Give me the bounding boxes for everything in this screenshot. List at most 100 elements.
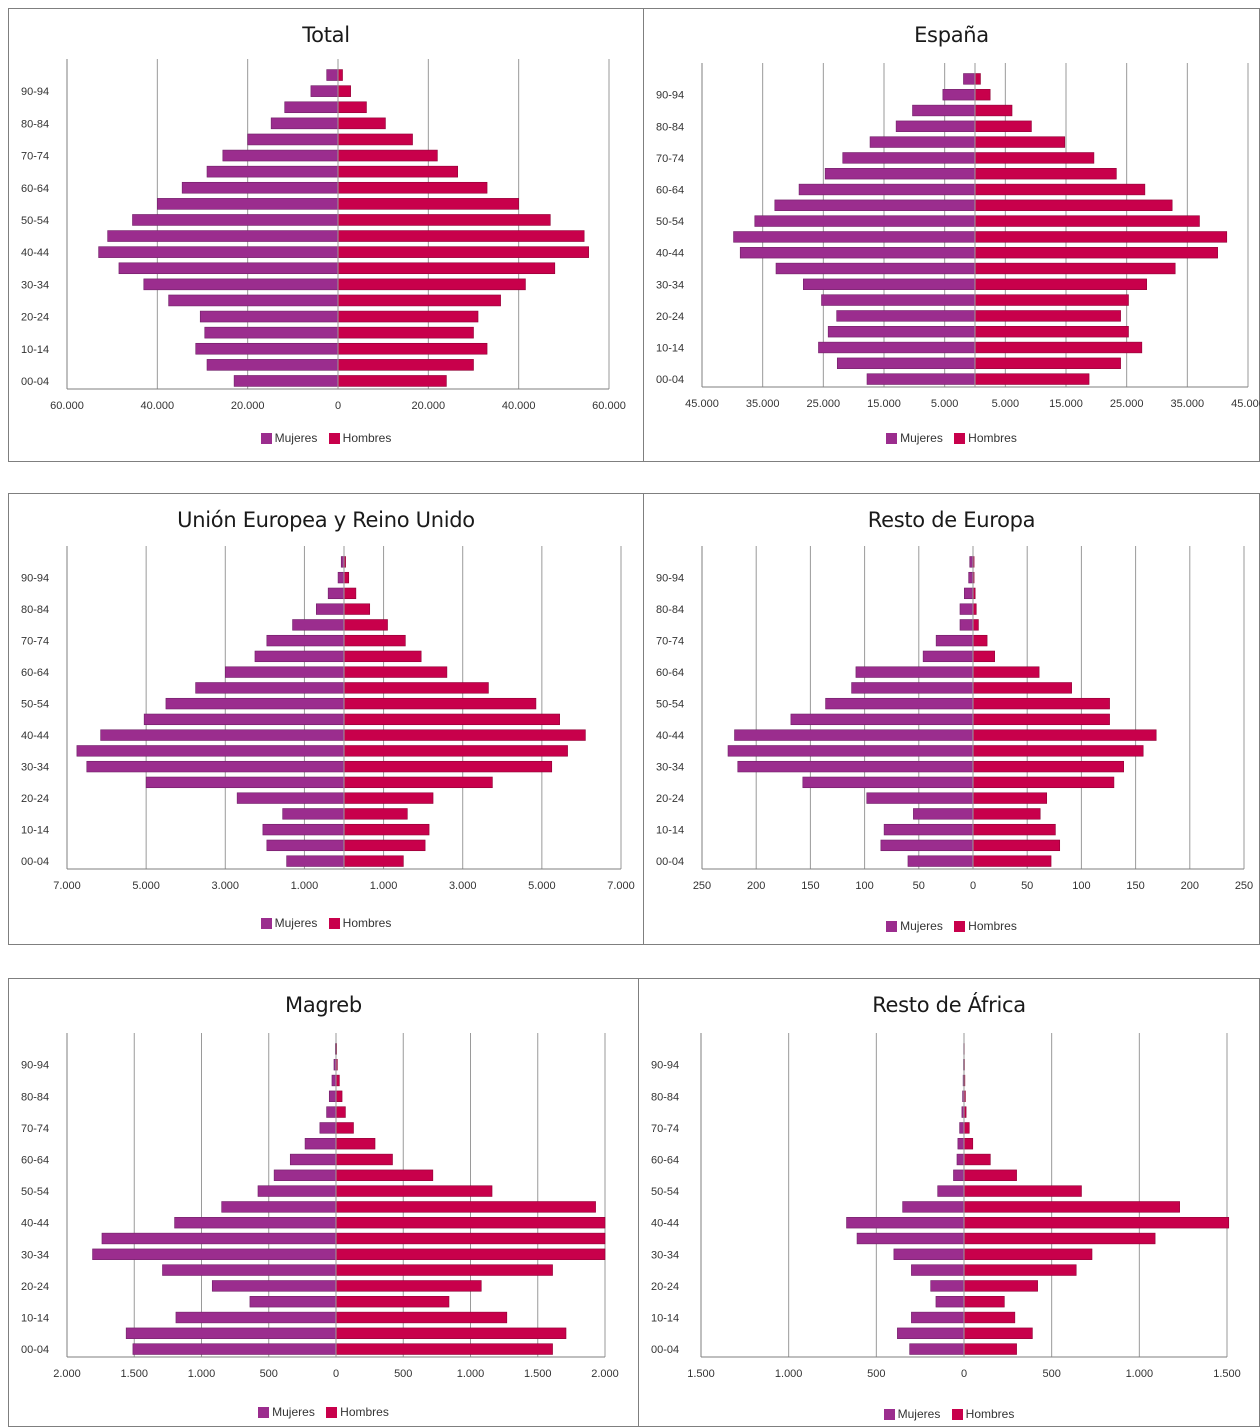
bar-mujeres (943, 89, 975, 100)
legend-item-hombres: Hombres (329, 431, 392, 445)
bar-hombres (973, 840, 1060, 851)
y-tick-label: 20-24 (21, 793, 49, 805)
y-tick-label: 80-84 (21, 118, 49, 130)
bar-hombres (973, 683, 1072, 694)
legend-label-hombres: Hombres (968, 431, 1017, 445)
bar-hombres (336, 1123, 353, 1134)
legend-label-hombres: Hombres (968, 919, 1017, 933)
y-tick-label: 10-14 (21, 344, 49, 356)
legend-item-hombres: Hombres (954, 431, 1017, 445)
bar-hombres (336, 1138, 375, 1149)
swatch-mujeres (886, 433, 897, 444)
bar-hombres (973, 730, 1156, 741)
bar-mujeres (923, 651, 973, 662)
bar-hombres (975, 326, 1128, 337)
bar-mujeres (826, 698, 973, 709)
swatch-hombres (954, 433, 965, 444)
bar-mujeres (822, 295, 975, 306)
x-tick-label: 20.000 (412, 400, 446, 412)
bar-mujeres (735, 730, 973, 741)
bar-hombres (336, 1107, 345, 1118)
bar-mujeres (960, 620, 973, 631)
x-tick-label: 35.000 (1171, 398, 1205, 410)
x-tick-label: 1.500 (1213, 1368, 1241, 1380)
bar-hombres (975, 153, 1094, 164)
bar-mujeres (271, 118, 338, 129)
x-tick-label: 3.000 (212, 880, 240, 892)
bar-mujeres (894, 1249, 964, 1260)
bar-mujeres (87, 761, 344, 772)
x-tick-label: 2.000 (53, 1368, 81, 1380)
bar-mujeres (963, 74, 975, 85)
swatch-mujeres (886, 921, 897, 932)
bar-hombres (964, 1170, 1017, 1181)
bar-mujeres (332, 1075, 336, 1086)
y-tick-label: 40-44 (651, 1218, 679, 1230)
bar-mujeres (133, 1344, 336, 1355)
bar-hombres (344, 809, 407, 820)
bar-hombres (336, 1233, 605, 1244)
legend: Mujeres Hombres (9, 431, 643, 447)
bar-mujeres (938, 1186, 964, 1197)
bar-mujeres (101, 730, 344, 741)
swatch-hombres (952, 1409, 963, 1420)
bar-hombres (344, 604, 370, 615)
y-tick-label: 60-64 (656, 185, 684, 197)
bar-hombres (336, 1312, 507, 1323)
legend-item-mujeres: Mujeres (884, 1407, 941, 1421)
swatch-mujeres (258, 1407, 269, 1418)
y-tick-label: 50-54 (656, 216, 684, 228)
bar-mujeres (102, 1233, 336, 1244)
bar-mujeres (263, 824, 344, 835)
x-tick-label: 150 (1126, 880, 1144, 892)
bar-hombres (964, 1202, 1180, 1213)
bar-hombres (973, 698, 1110, 709)
bar-mujeres (776, 263, 975, 274)
bar-mujeres (175, 1217, 336, 1228)
y-tick-label: 70-74 (656, 636, 684, 648)
y-tick-label: 30-34 (651, 1249, 679, 1261)
bar-mujeres (144, 714, 344, 725)
y-tick-label: 80-84 (21, 1091, 49, 1103)
bar-mujeres (285, 102, 338, 113)
bar-mujeres (293, 620, 344, 631)
bar-mujeres (287, 856, 344, 867)
bar-hombres (973, 761, 1124, 772)
legend: Mujeres Hombres (9, 916, 643, 932)
bar-mujeres (162, 1265, 336, 1276)
bar-hombres (964, 1328, 1032, 1339)
bar-hombres (975, 342, 1142, 353)
bar-hombres (975, 247, 1218, 258)
legend-item-mujeres: Mujeres (886, 431, 943, 445)
y-tick-label: 50-54 (656, 699, 684, 711)
swatch-hombres (329, 433, 340, 444)
legend-label-hombres: Hombres (343, 916, 392, 930)
x-tick-label: 500 (867, 1368, 885, 1380)
y-tick-label: 60-64 (656, 667, 684, 679)
bar-mujeres (960, 1123, 964, 1134)
bar-mujeres (837, 311, 975, 322)
y-tick-label: 00-04 (656, 856, 684, 868)
y-tick-label: 80-84 (656, 121, 684, 133)
bar-mujeres (207, 166, 338, 177)
bar-hombres (975, 89, 990, 100)
legend-item-mujeres: Mujeres (261, 916, 318, 930)
bar-mujeres (755, 216, 975, 227)
y-tick-label: 00-04 (21, 856, 49, 868)
bar-mujeres (734, 232, 975, 243)
bar-hombres (338, 134, 413, 145)
bar-hombres (338, 327, 474, 338)
x-tick-label: 40.000 (141, 400, 175, 412)
bar-mujeres (146, 777, 344, 788)
bar-mujeres (803, 279, 975, 290)
bar-mujeres (119, 263, 338, 274)
bar-mujeres (222, 1202, 336, 1213)
bar-hombres (973, 824, 1055, 835)
bar-hombres (975, 311, 1121, 322)
swatch-hombres (326, 1407, 337, 1418)
bar-mujeres (913, 105, 975, 116)
bar-mujeres (237, 793, 344, 804)
bar-hombres (344, 824, 429, 835)
